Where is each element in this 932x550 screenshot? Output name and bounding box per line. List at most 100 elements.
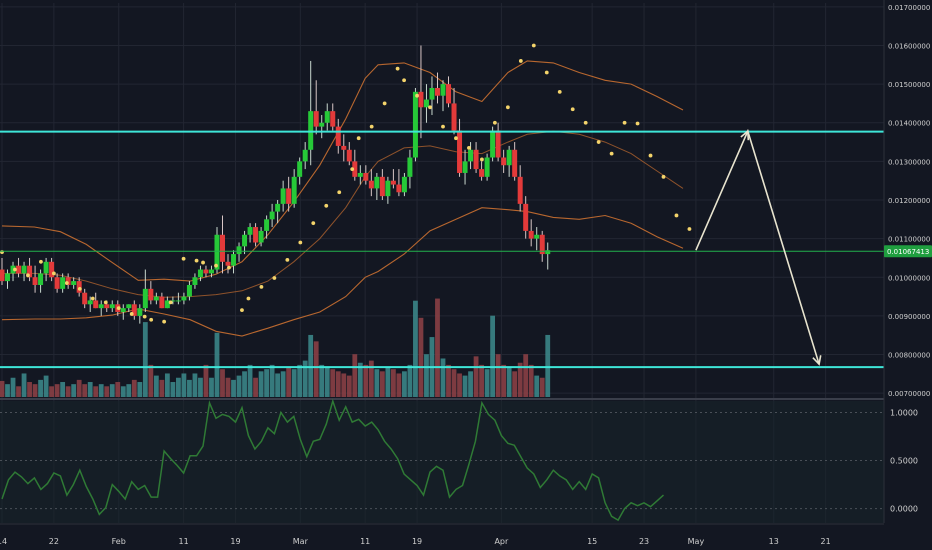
candle-body — [82, 292, 88, 305]
candle-body — [170, 300, 176, 302]
volume-bar — [170, 382, 176, 397]
volume-bar — [38, 379, 43, 397]
psar-dot — [518, 59, 523, 63]
psar-dot — [77, 286, 82, 291]
current-price-label: 0.01067413 — [887, 248, 929, 256]
volume-bar — [43, 375, 49, 397]
candle-body — [528, 230, 534, 239]
psar-dot — [570, 107, 575, 112]
volume-bar — [435, 298, 440, 397]
candle-body — [137, 308, 143, 316]
price-tick-label: 0.01200000 — [888, 197, 930, 205]
candle-body — [451, 103, 457, 131]
candle-body — [225, 261, 231, 266]
volume-bar — [297, 364, 303, 397]
volume-bar — [5, 384, 10, 397]
candle-body — [363, 172, 369, 181]
candle-body — [98, 304, 104, 309]
candlestick-series — [0, 45, 551, 324]
candle-body — [5, 273, 11, 282]
volume-bar — [451, 369, 457, 397]
volume-bar — [236, 375, 242, 397]
arrow-head — [740, 129, 750, 141]
psar-dot — [661, 174, 666, 179]
parabolic-sar-dots — [0, 43, 692, 324]
volume-bar — [291, 369, 297, 397]
oscillator-tick-label: 1.0000 — [890, 409, 918, 418]
candle-body — [512, 149, 518, 177]
volume-bar — [264, 369, 269, 397]
psar-dot — [402, 78, 406, 83]
candle-body — [534, 234, 540, 239]
candle-body — [379, 176, 385, 197]
volume-bar — [286, 367, 292, 397]
candle-body — [368, 180, 374, 189]
candle-body — [396, 184, 402, 193]
volume-bar — [82, 384, 88, 397]
volume-bar — [209, 377, 214, 397]
psar-dot — [181, 256, 186, 261]
psar-dot — [531, 43, 536, 48]
volume-bar — [148, 364, 154, 397]
psar-dot — [622, 120, 627, 125]
volume-bar — [379, 371, 385, 397]
psar-dot — [26, 273, 30, 278]
psar-dot — [142, 314, 147, 319]
volume-bar — [225, 377, 231, 397]
candle-body — [32, 277, 38, 285]
candle-body — [390, 180, 396, 185]
candle-body — [264, 219, 270, 231]
candle-body — [87, 300, 93, 305]
volume-bar — [115, 382, 121, 397]
psar-dot — [441, 124, 445, 129]
time-tick-label: 21 — [821, 537, 831, 546]
price-tick-label: 0.00900000 — [888, 313, 930, 321]
volume-bar — [324, 367, 330, 397]
psar-dot — [259, 285, 264, 289]
candle-body — [286, 188, 292, 204]
candle-body — [175, 300, 181, 302]
candle-body — [440, 84, 446, 96]
time-tick-label: 19 — [230, 537, 240, 546]
candle-body — [208, 269, 214, 274]
psar-dot — [149, 317, 154, 322]
volume-bar — [65, 386, 71, 397]
candle-body — [501, 157, 507, 166]
price-tick-label: 0.00700000 — [888, 390, 930, 398]
volume-bar — [258, 371, 264, 397]
candle-body — [192, 277, 198, 285]
candle-body — [214, 234, 220, 270]
candle-body — [93, 300, 99, 309]
psar-dot — [90, 296, 95, 301]
psar-dot — [324, 203, 329, 208]
volume-bar — [418, 317, 424, 397]
volume-bar — [214, 332, 220, 397]
psar-dot — [214, 263, 218, 268]
psar-dot — [240, 308, 244, 312]
time-tick-label: 14 — [0, 537, 7, 546]
candle-body — [297, 161, 303, 177]
psar-dot — [596, 140, 601, 144]
volume-bar — [181, 373, 187, 397]
candle-body — [407, 157, 413, 177]
volume-bar — [253, 377, 258, 397]
volume-bar — [126, 384, 132, 397]
candle-body — [253, 227, 259, 243]
candle-body — [71, 281, 77, 285]
psar-dot — [454, 136, 458, 141]
volume-bar — [479, 364, 484, 397]
psar-dot — [51, 271, 56, 276]
candle-body — [324, 111, 330, 123]
volume-bar — [49, 386, 55, 397]
oscillator-tick-label: 0.0000 — [890, 505, 918, 514]
price-tick-label: 0.01500000 — [888, 81, 930, 89]
psar-dot — [116, 306, 121, 311]
time-tick-label: Mar — [293, 537, 309, 546]
time-tick-label: 19 — [412, 537, 422, 546]
psar-dot — [687, 227, 692, 231]
psar-dot — [544, 70, 549, 75]
psar-dot — [194, 258, 199, 263]
volume-bar — [153, 375, 159, 397]
volume-bar — [352, 354, 358, 397]
